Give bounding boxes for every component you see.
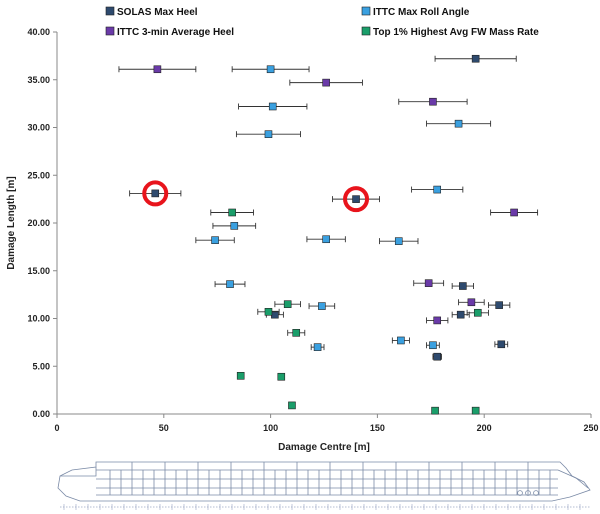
- legend-label-0: SOLAS Max Heel: [117, 7, 198, 18]
- data-point-s0-2: [471, 54, 480, 63]
- data-point-s3-2: [264, 308, 273, 316]
- highlight-circle-1: [343, 186, 370, 213]
- highlight-circle-0: [142, 180, 169, 207]
- x-tick-label: 100: [263, 423, 278, 433]
- y-tick-label: 10.00: [27, 314, 50, 324]
- data-point-s0-1: [352, 195, 360, 203]
- ship-stern-detail: [60, 467, 97, 477]
- data-point-s0-7: [433, 352, 442, 361]
- data-point-s0-4: [495, 301, 503, 309]
- data-point-s1-13: [313, 343, 322, 351]
- data-point-s3-4: [473, 308, 482, 317]
- data-point-s0-3: [459, 282, 467, 290]
- data-point-s2-4: [424, 279, 433, 287]
- data-point-s2-2: [429, 97, 437, 106]
- y-tick-label: 25.00: [27, 170, 50, 180]
- ship-thruster-icon: [525, 490, 531, 496]
- ship-thruster-icon: [533, 490, 539, 496]
- x-tick-label: 200: [477, 423, 492, 433]
- data-point-s1-3: [454, 119, 463, 128]
- data-point-s2-5: [467, 298, 476, 307]
- y-tick-label: 30.00: [27, 123, 50, 133]
- data-point-s3-5: [236, 371, 245, 380]
- data-point-s2-0: [153, 65, 162, 74]
- data-point-s3-0: [228, 208, 236, 217]
- data-point-s3-8: [431, 406, 439, 415]
- data-point-s2-3: [510, 208, 518, 217]
- data-point-s3-3: [292, 329, 301, 337]
- data-point-s0-6: [497, 340, 506, 349]
- data-point-s1-10: [318, 302, 326, 310]
- y-tick-label: 40.00: [27, 27, 50, 37]
- ship-hull-outline: [57, 461, 591, 502]
- legend-marker-2: [105, 26, 115, 36]
- data-point-s1-5: [230, 222, 239, 230]
- data-point-s0-5: [456, 310, 465, 319]
- legend-marker-3: [361, 26, 371, 36]
- x-tick-label: 50: [159, 423, 169, 433]
- x-axis-title: Damage Centre [m]: [278, 442, 370, 453]
- data-point-s2-1: [322, 78, 330, 87]
- data-point-s1-1: [268, 102, 277, 111]
- ship-bow-detail: [557, 469, 589, 489]
- legend-label-3: Top 1% Highest Avg FW Mass Rate: [373, 27, 539, 38]
- data-point-s1-7: [322, 235, 330, 244]
- data-point-s3-9: [471, 406, 480, 415]
- x-tick-label: 150: [370, 423, 385, 433]
- y-tick-label: 5.00: [32, 361, 50, 371]
- y-axis-title: Damage Length [m]: [6, 176, 17, 269]
- data-point-s2-6: [433, 316, 442, 325]
- legend: SOLAS Max Heel ITTC Max Roll Angle ITTC 3-…: [105, 6, 539, 38]
- ship-profile-diagram: [57, 461, 591, 510]
- x-tick-label: 250: [583, 423, 598, 433]
- y-tick-label: 0.00: [32, 409, 50, 419]
- legend-marker-0: [105, 6, 115, 16]
- data-point-s3-6: [277, 372, 286, 381]
- data-point-s3-7: [288, 401, 296, 410]
- data-point-s1-6: [211, 236, 219, 244]
- data-point-s1-2: [264, 130, 273, 138]
- data-point-s1-0: [266, 65, 275, 74]
- legend-label-1: ITTC Max Roll Angle: [373, 7, 470, 18]
- legend-marker-1: [361, 6, 371, 16]
- y-tick-label: 35.00: [27, 75, 50, 85]
- data-point-s1-4: [433, 185, 442, 194]
- data-point-s1-11: [397, 336, 405, 345]
- plot-area: [118, 54, 539, 415]
- data-point-s1-9: [226, 280, 234, 288]
- data-point-s1-12: [429, 341, 437, 350]
- data-point-s0-0: [151, 189, 160, 198]
- legend-label-2: ITTC 3-min Average Heel: [117, 27, 234, 38]
- ship-thruster-icon: [517, 490, 523, 496]
- x-tick-label: 0: [54, 423, 59, 433]
- axes: 0 50 100 150 200 250 0.00 5.00 10.00 15.00 20.00 25…: [6, 27, 599, 453]
- data-point-s1-8: [394, 237, 403, 245]
- y-tick-label: 20.00: [27, 218, 50, 228]
- y-tick-label: 15.00: [27, 266, 50, 276]
- data-point-s3-1: [283, 300, 292, 308]
